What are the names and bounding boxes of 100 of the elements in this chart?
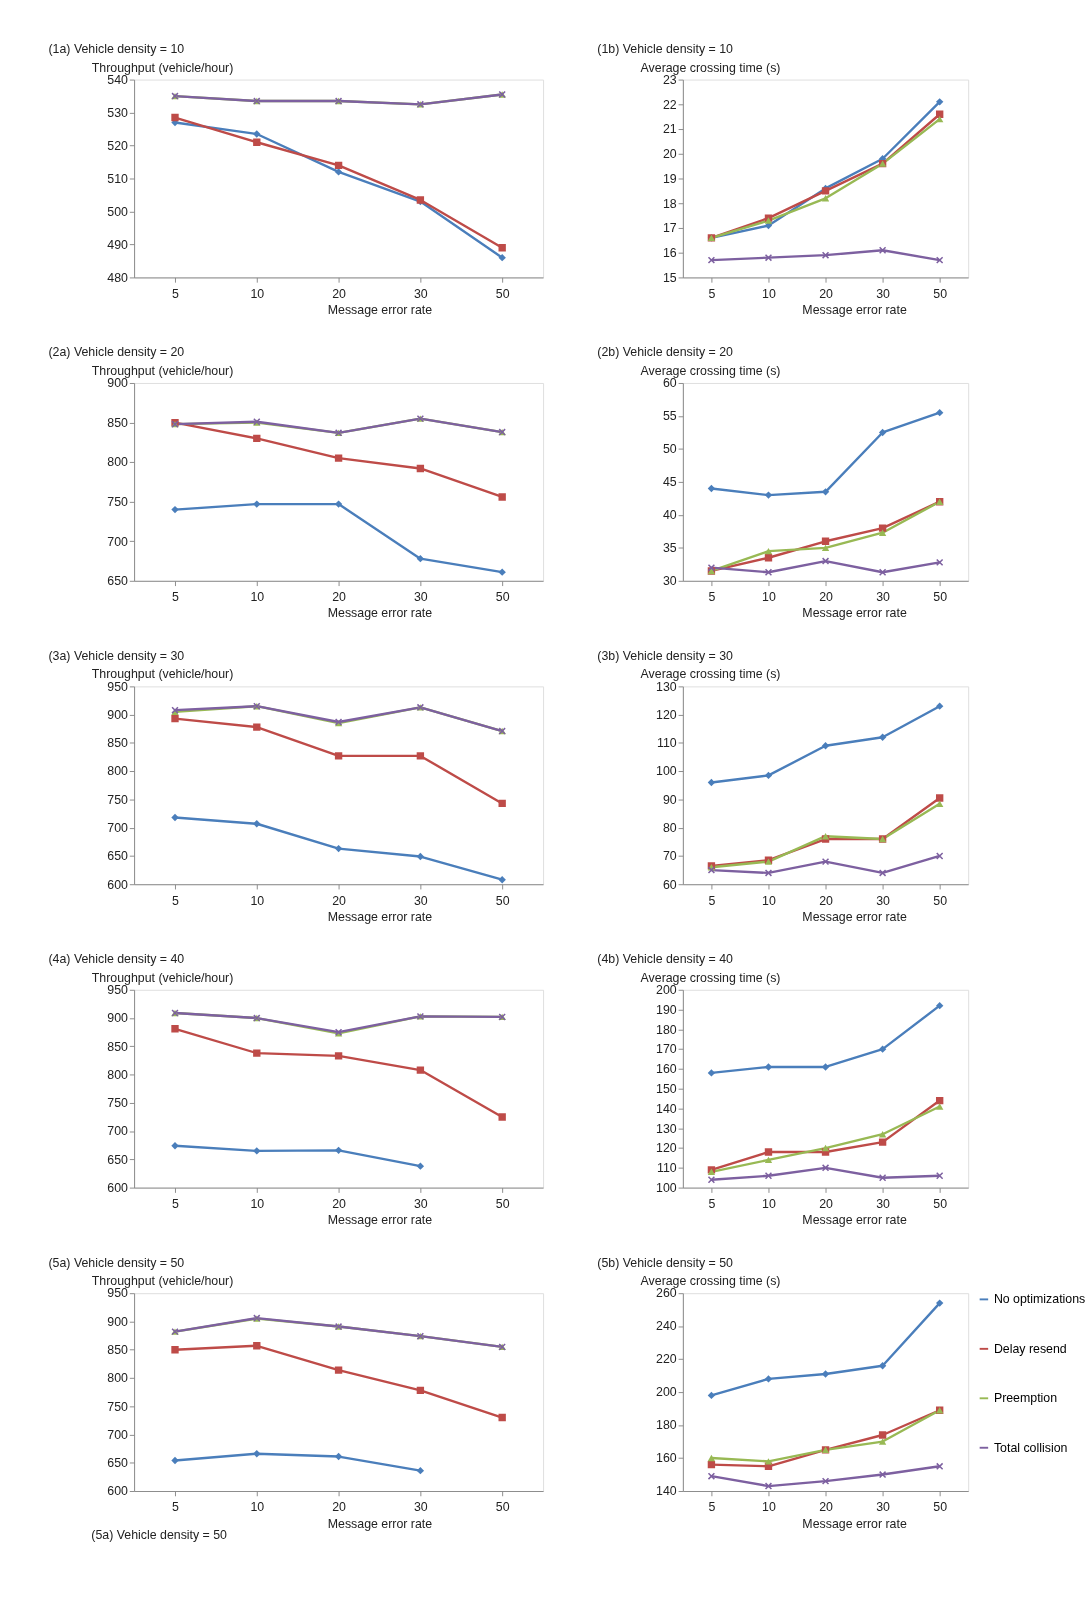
x-tick-label: 20	[819, 893, 834, 908]
y-tick-label: 240	[656, 1319, 677, 1334]
x-axis-title: Message error rate	[802, 1213, 907, 1228]
x-tick-label: 50	[495, 590, 510, 605]
x-tick-label: 10	[762, 590, 776, 605]
x-tick-label: 50	[495, 1197, 510, 1212]
y-tick-label: 600	[107, 1484, 129, 1499]
legend-label: No optimizations	[993, 1292, 1086, 1307]
x-axis-title: Message error rate	[327, 909, 433, 924]
y-tick-label: 22	[662, 97, 677, 112]
y-tick-label: 60	[662, 376, 677, 391]
y-tick-label: 650	[107, 574, 129, 589]
x-tick-label: 10	[762, 286, 776, 301]
y-tick-label: 200	[656, 1385, 677, 1400]
y-axis-title: Average crossing time (s)	[640, 1274, 781, 1289]
x-axis-title: Message error rate	[802, 606, 907, 621]
y-axis-title: Throughput (vehicle/hour)	[91, 363, 234, 378]
y-tick-label: 40	[662, 508, 677, 523]
y-tick-label: 750	[107, 792, 129, 807]
x-tick-label: 5	[708, 1500, 716, 1515]
y-tick-label: 850	[107, 415, 129, 430]
y-tick-label: 750	[107, 494, 129, 509]
x-tick-label: 10	[250, 1197, 265, 1212]
y-tick-label: 520	[107, 138, 129, 153]
y-tick-label: 800	[107, 1371, 129, 1386]
y-tick-label: 70	[662, 849, 677, 864]
x-tick-label: 10	[250, 1500, 265, 1515]
x-tick-label: 5	[172, 1197, 180, 1212]
x-tick-label: 50	[933, 590, 948, 605]
x-tick-label: 30	[876, 893, 891, 908]
y-tick-label: 200	[656, 983, 677, 998]
x-axis-title: Message error rate	[327, 1516, 433, 1531]
y-tick-label: 19	[662, 171, 677, 186]
chart-title: (3b) Vehicle density = 30	[597, 648, 734, 663]
x-tick-label: 20	[332, 590, 347, 605]
y-tick-label: 700	[107, 534, 129, 549]
x-tick-label: 30	[876, 286, 891, 301]
x-axis-title: Message error rate	[802, 1516, 907, 1531]
y-tick-label: 15	[662, 270, 677, 285]
y-tick-label: 900	[107, 1011, 129, 1026]
y-tick-label: 100	[656, 1180, 677, 1195]
x-tick-label: 20	[332, 286, 347, 301]
chart-title: (3a) Vehicle density = 30	[48, 648, 185, 663]
y-tick-label: 170	[656, 1042, 677, 1057]
y-tick-label: 130	[656, 1121, 677, 1136]
y-tick-label: 800	[107, 1067, 129, 1082]
y-tick-label: 21	[662, 122, 677, 137]
y-tick-label: 490	[107, 237, 129, 252]
x-tick-label: 20	[332, 1500, 347, 1515]
y-tick-label: 500	[107, 204, 129, 219]
x-tick-label: 20	[819, 1500, 834, 1515]
legend-label: Preemption	[993, 1391, 1058, 1406]
x-tick-label: 5	[172, 893, 180, 908]
x-tick-label: 50	[495, 286, 510, 301]
y-tick-label: 650	[107, 1456, 129, 1471]
y-tick-label: 100	[656, 764, 677, 779]
x-tick-label: 30	[876, 1500, 891, 1515]
y-axis-title: Throughput (vehicle/hour)	[91, 1274, 234, 1289]
y-tick-label: 120	[656, 707, 677, 722]
y-tick-label: 530	[107, 105, 129, 120]
y-axis-title: Throughput (vehicle/hour)	[91, 60, 234, 75]
x-tick-label: 30	[876, 1197, 891, 1212]
x-tick-label: 5	[708, 893, 716, 908]
y-tick-label: 600	[107, 877, 129, 892]
y-tick-label: 60	[662, 877, 677, 892]
y-tick-label: 750	[107, 1096, 129, 1111]
y-tick-label: 850	[107, 1039, 129, 1054]
x-tick-label: 50	[933, 1197, 948, 1212]
chart-title: (1b) Vehicle density = 10	[597, 41, 734, 56]
chart-title: (2b) Vehicle density = 20	[597, 345, 734, 360]
x-axis-title: Message error rate	[327, 1213, 433, 1228]
x-tick-label: 50	[495, 1500, 510, 1515]
y-tick-label: 700	[107, 1124, 129, 1139]
y-tick-label: 700	[107, 1427, 129, 1442]
x-tick-label: 50	[495, 893, 510, 908]
x-tick-label: 50	[933, 893, 948, 908]
x-axis-title: Message error rate	[327, 303, 433, 318]
y-tick-label: 900	[107, 376, 129, 391]
y-tick-label: 140	[656, 1484, 677, 1499]
y-tick-label: 35	[662, 541, 677, 556]
chart-title: (2a) Vehicle density = 20	[48, 345, 185, 360]
x-tick-label: 10	[762, 1500, 776, 1515]
chart-title: (5a) Vehicle density = 50	[48, 1255, 185, 1270]
y-tick-label: 120	[656, 1141, 677, 1156]
y-axis-title: Throughput (vehicle/hour)	[91, 667, 234, 682]
x-tick-label: 30	[413, 1197, 428, 1212]
y-tick-label: 950	[107, 983, 129, 998]
y-tick-label: 900	[107, 1314, 129, 1329]
x-tick-label: 30	[413, 286, 428, 301]
y-axis-title: Throughput (vehicle/hour)	[91, 970, 234, 985]
y-tick-label: 90	[662, 792, 677, 807]
y-tick-label: 540	[107, 72, 129, 87]
x-tick-label: 5	[708, 590, 716, 605]
chart-title: (5b) Vehicle density = 50	[597, 1255, 734, 1270]
y-tick-label: 600	[107, 1180, 129, 1195]
x-tick-label: 20	[819, 286, 834, 301]
y-tick-label: 20	[662, 147, 677, 162]
x-tick-label: 30	[413, 1500, 428, 1515]
y-axis-title: Average crossing time (s)	[640, 363, 781, 378]
y-tick-label: 850	[107, 736, 129, 751]
